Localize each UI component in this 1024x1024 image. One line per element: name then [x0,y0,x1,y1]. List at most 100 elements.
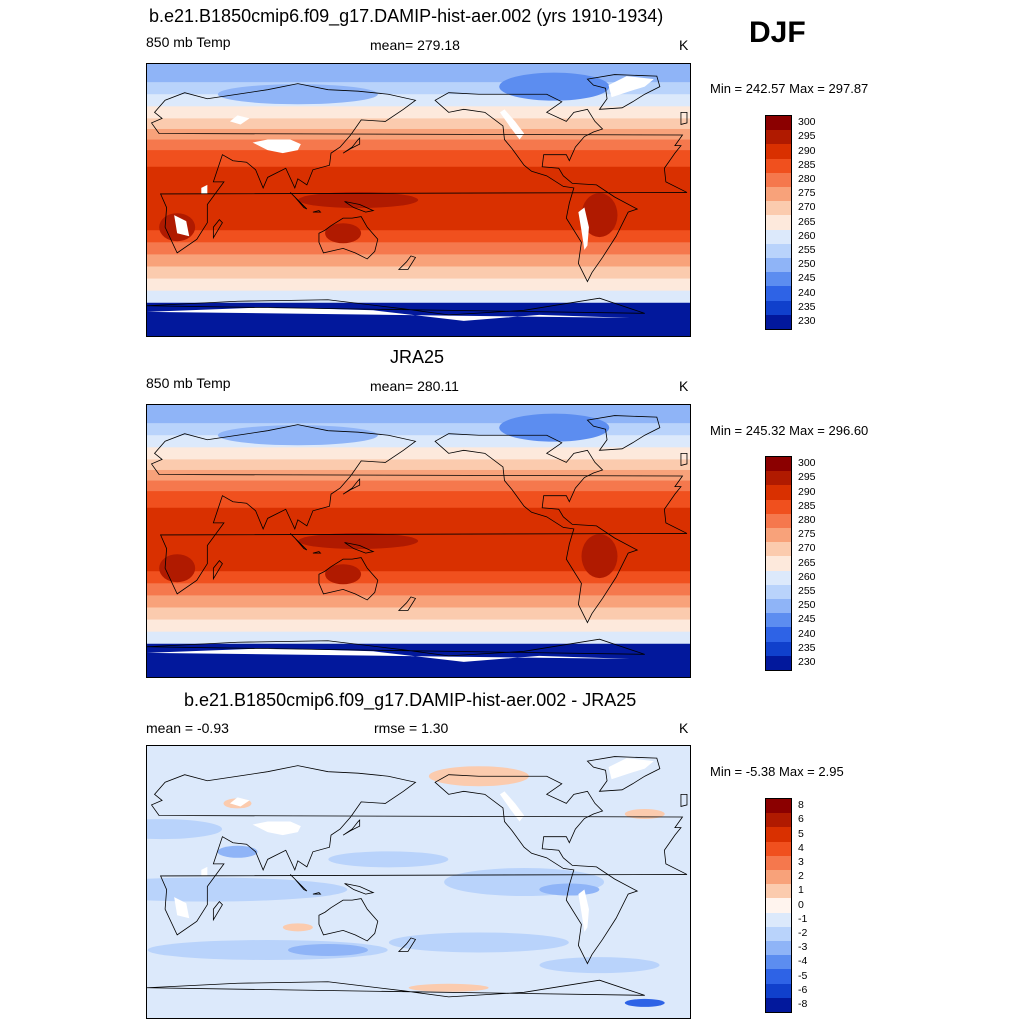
coastline [290,192,308,210]
colorbar-swatch [766,201,791,216]
map-plot [147,64,690,336]
colorbar-tick-label: -1 [798,912,808,925]
coastline [586,74,661,110]
colorbar-swatch [766,556,791,572]
coastline [212,901,223,922]
coastline [344,883,375,895]
coastline [680,452,688,466]
coastline [150,765,688,936]
temperature-band [147,405,690,425]
colorbar-swatch [766,243,791,259]
coastline [344,201,375,213]
missing-data-region [252,139,301,154]
missing-data-region [578,207,589,250]
panel2-title: JRA25 [390,347,445,367]
coastline [318,557,379,601]
panel1-colorbar [765,115,792,330]
warm-core [325,564,362,585]
temperature-band [147,607,690,621]
negative-anomaly [217,845,258,858]
coastline [680,793,688,807]
colorbar-tick-label: 295 [798,130,816,143]
temperature-band [147,469,690,482]
panel3-rmse-label: rmse = 1.30 [374,720,449,736]
coastline [290,874,308,892]
panel2-minmax: Min = 245.32 Max = 296.60 [710,423,869,438]
colorbar-tick-label: 270 [798,542,816,555]
temperature-band [147,242,690,256]
coastline [312,210,322,213]
panel1-variable-label: 850 mb Temp [146,34,231,50]
warm-core [159,554,196,583]
colorbar-tick-label: -2 [798,926,808,939]
negative-anomaly [147,877,348,902]
coastline [434,433,639,624]
temperature-band [147,643,690,677]
colorbar-swatch [766,542,791,557]
colorbar-tick-label: -6 [798,983,808,996]
colorbar-swatch [766,172,791,188]
coastline [318,898,379,942]
temperature-band [147,583,690,597]
negative-anomaly [288,944,368,956]
missing-data-region [229,115,250,125]
colorbar-tick-label: 250 [798,599,816,612]
panel1-title: b.e21.B1850cmip6.f09_g17.DAMIP-hist-aer.… [149,6,664,26]
colorbar-tick-label: 6 [798,813,804,826]
colorbar-tick-label: 5 [798,827,804,840]
temperature-band [147,64,690,84]
coastline [397,596,417,611]
colorbar-tick-label: 255 [798,584,816,597]
antarctica [147,307,630,336]
colorbar-swatch [766,813,791,828]
colorbar-tick-label: 1 [798,884,804,897]
colorbar-tick-label: 300 [798,116,816,129]
colorbar-tick-label: 290 [798,485,816,498]
antarctica [147,648,630,677]
colorbar-tick-label: 275 [798,187,816,200]
colorbar-swatch [766,258,791,273]
coastline [397,255,417,270]
coastline [212,560,223,581]
temperature-band [147,302,690,336]
colorbar-swatch [766,286,791,302]
temperature-band [147,619,690,633]
warm-core [298,533,419,549]
panel3-minmax: Min = -5.38 Max = 2.95 [710,764,844,779]
colorbar-swatch [766,116,791,131]
colorbar-tick-label: -8 [798,997,808,1010]
colorbar-swatch [766,997,791,1013]
panel2-colorbar [765,456,792,671]
missing-data-region [252,821,301,836]
colorbar-tick-label: 250 [798,258,816,271]
colorbar-tick-label: 245 [798,272,816,285]
colorbar-tick-label: 240 [798,286,816,299]
colorbar-swatch [766,130,791,145]
colorbar-swatch [766,187,791,202]
colorbar-swatch [766,485,791,501]
warm-core [581,534,618,579]
coastline [290,533,308,551]
colorbar-swatch [766,613,791,628]
colorbar-swatch [766,926,791,942]
colorbar-swatch [766,599,791,614]
colorbar-tick-label: 285 [798,499,816,512]
temperature-band [147,480,690,493]
colorbar-swatch [766,941,791,956]
colorbar-tick-label: 0 [798,898,804,911]
temperature-band [147,571,690,585]
colorbar-tick-label: 3 [798,855,804,868]
coastline [434,92,639,283]
panel2-map [146,404,691,678]
temperature-band [147,447,690,461]
panel2-variable-label: 850 mb Temp [146,375,231,391]
missing-data-region [578,889,589,932]
colorbar-tick-label: 245 [798,613,816,626]
warm-core [325,223,362,244]
coastline [342,478,361,495]
colorbar-tick-label: 260 [798,229,816,242]
panel2-units: K [679,378,689,394]
missing-data-region [608,76,654,98]
colorbar-swatch [766,898,791,914]
colorbar-tick-label: 8 [798,799,804,812]
